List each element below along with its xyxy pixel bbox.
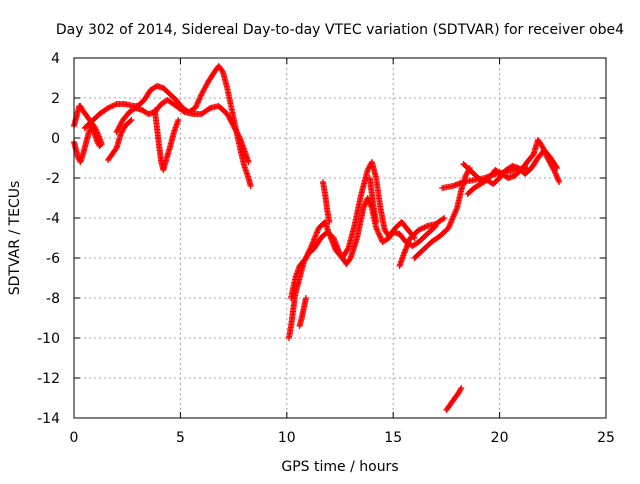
y-tick-label: -6 bbox=[46, 251, 60, 267]
data-point bbox=[553, 163, 560, 170]
data-point bbox=[373, 219, 380, 225]
x-tick-label: 5 bbox=[176, 430, 185, 446]
x-tick-label: 25 bbox=[597, 430, 615, 446]
data-point bbox=[180, 108, 187, 115]
x-axis-ticks: 0 5 10 15 20 25 bbox=[70, 58, 615, 446]
data-point bbox=[193, 102, 200, 109]
y-tick-label: -12 bbox=[37, 371, 60, 387]
data-point bbox=[219, 67, 226, 74]
x-tick-label: 0 bbox=[70, 430, 79, 446]
data-point bbox=[554, 165, 561, 171]
data-point bbox=[551, 167, 558, 174]
y-tick-label: -10 bbox=[37, 331, 60, 347]
data-point bbox=[556, 179, 563, 185]
data-point bbox=[127, 118, 134, 124]
data-point bbox=[247, 183, 254, 189]
y-tick-label: -4 bbox=[46, 211, 60, 227]
plot-frame bbox=[73, 57, 607, 419]
x-axis-label: GPS time / hours bbox=[281, 459, 398, 475]
data-point bbox=[344, 246, 351, 253]
x-tick-label: 20 bbox=[491, 430, 509, 446]
data-points bbox=[71, 63, 563, 413]
y-tick-label: 2 bbox=[51, 91, 60, 107]
x-tick-label: 15 bbox=[384, 430, 402, 446]
data-point bbox=[175, 117, 182, 123]
data-point bbox=[457, 386, 464, 393]
data-point bbox=[346, 256, 353, 263]
y-axis-label: SDTVAR / TECUs bbox=[7, 181, 23, 296]
data-point bbox=[245, 159, 252, 165]
y-axis-ticks: -14 -12 -10 -8 -6 -4 -2 0 2 4 bbox=[37, 51, 606, 427]
data-point bbox=[236, 133, 243, 140]
y-tick-label: -8 bbox=[46, 291, 60, 307]
chart-title: Day 302 of 2014, Sidereal Day-to-day VTE… bbox=[56, 22, 624, 38]
data-point bbox=[458, 385, 465, 391]
data-point bbox=[440, 215, 447, 222]
y-tick-label: 0 bbox=[51, 131, 60, 147]
x-tick-label: 10 bbox=[278, 430, 296, 446]
y-tick-label: -14 bbox=[37, 411, 60, 427]
data-point bbox=[302, 295, 309, 301]
data-point bbox=[441, 215, 448, 221]
data-point bbox=[205, 105, 212, 112]
data-point bbox=[128, 117, 135, 123]
data-point bbox=[326, 219, 333, 225]
y-tick-label: 4 bbox=[51, 51, 60, 67]
data-point bbox=[196, 95, 203, 102]
y-tick-label: -2 bbox=[46, 171, 60, 187]
